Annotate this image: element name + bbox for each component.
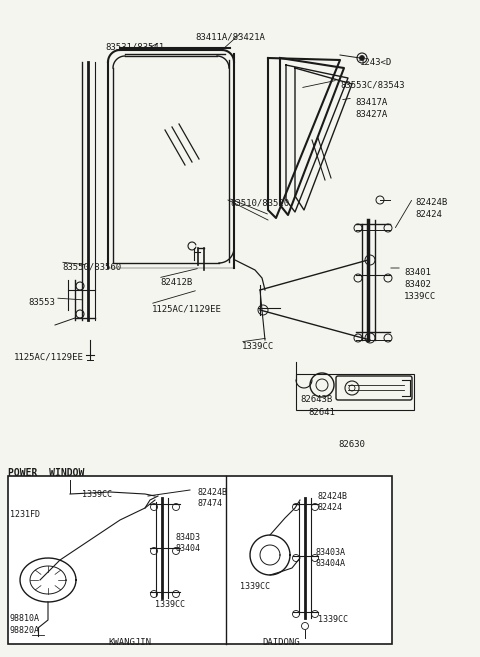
Text: 1125AC/1129EE: 1125AC/1129EE (14, 352, 84, 361)
Text: 83404A: 83404A (316, 559, 346, 568)
Text: 1339CC: 1339CC (242, 342, 274, 351)
Text: 1339CC: 1339CC (318, 615, 348, 624)
Text: 1339CC: 1339CC (155, 600, 185, 609)
Text: 87474: 87474 (198, 499, 223, 508)
Text: 83510/83520: 83510/83520 (230, 198, 289, 207)
Text: 83417A: 83417A (355, 98, 387, 107)
Text: 1339CC: 1339CC (240, 582, 270, 591)
Text: 82643B: 82643B (300, 395, 332, 404)
Text: 83550/83560: 83550/83560 (62, 262, 121, 271)
Text: 83404: 83404 (175, 544, 200, 553)
Text: 1125AC/1129EE: 1125AC/1129EE (152, 304, 222, 313)
Text: POWER  WINDOW: POWER WINDOW (8, 468, 84, 478)
Circle shape (360, 55, 364, 60)
Bar (296, 374, 414, 410)
Text: 1339CC: 1339CC (404, 292, 436, 301)
Text: 1243<D: 1243<D (360, 58, 392, 67)
Text: 83531/83541: 83531/83541 (105, 42, 164, 51)
Text: KWANGJIN: KWANGJIN (108, 638, 151, 647)
Text: DAIDONG: DAIDONG (262, 638, 300, 647)
Text: 834D3: 834D3 (175, 533, 200, 542)
Text: 82424: 82424 (415, 210, 442, 219)
Text: 82424B: 82424B (415, 198, 447, 207)
Text: 98810A: 98810A (10, 614, 40, 623)
Bar (8, 476, 392, 644)
FancyBboxPatch shape (336, 376, 412, 400)
Text: 83553C/83543: 83553C/83543 (340, 80, 405, 89)
Text: 82424B: 82424B (198, 488, 228, 497)
Text: 82424B: 82424B (318, 492, 348, 501)
Text: 1339CC: 1339CC (82, 490, 112, 499)
Text: 1231FD: 1231FD (10, 510, 40, 519)
Text: 83402: 83402 (404, 280, 431, 289)
Text: 98820A: 98820A (10, 626, 40, 635)
Text: 82424: 82424 (318, 503, 343, 512)
Text: 82412B: 82412B (160, 278, 192, 287)
Text: 83411A/83421A: 83411A/83421A (195, 32, 265, 41)
Text: 82630: 82630 (338, 440, 365, 449)
Text: 83403A: 83403A (316, 548, 346, 557)
Text: 83553: 83553 (28, 298, 55, 307)
Text: 83427A: 83427A (355, 110, 387, 119)
Text: 82641: 82641 (308, 408, 335, 417)
Text: 83401: 83401 (404, 268, 431, 277)
